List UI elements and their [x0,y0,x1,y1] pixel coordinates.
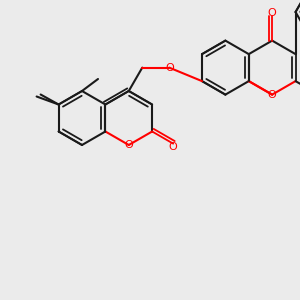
Text: O: O [165,63,174,73]
Text: O: O [268,8,277,18]
Text: O: O [268,90,277,100]
Text: O: O [169,142,178,152]
Text: O: O [124,140,133,150]
